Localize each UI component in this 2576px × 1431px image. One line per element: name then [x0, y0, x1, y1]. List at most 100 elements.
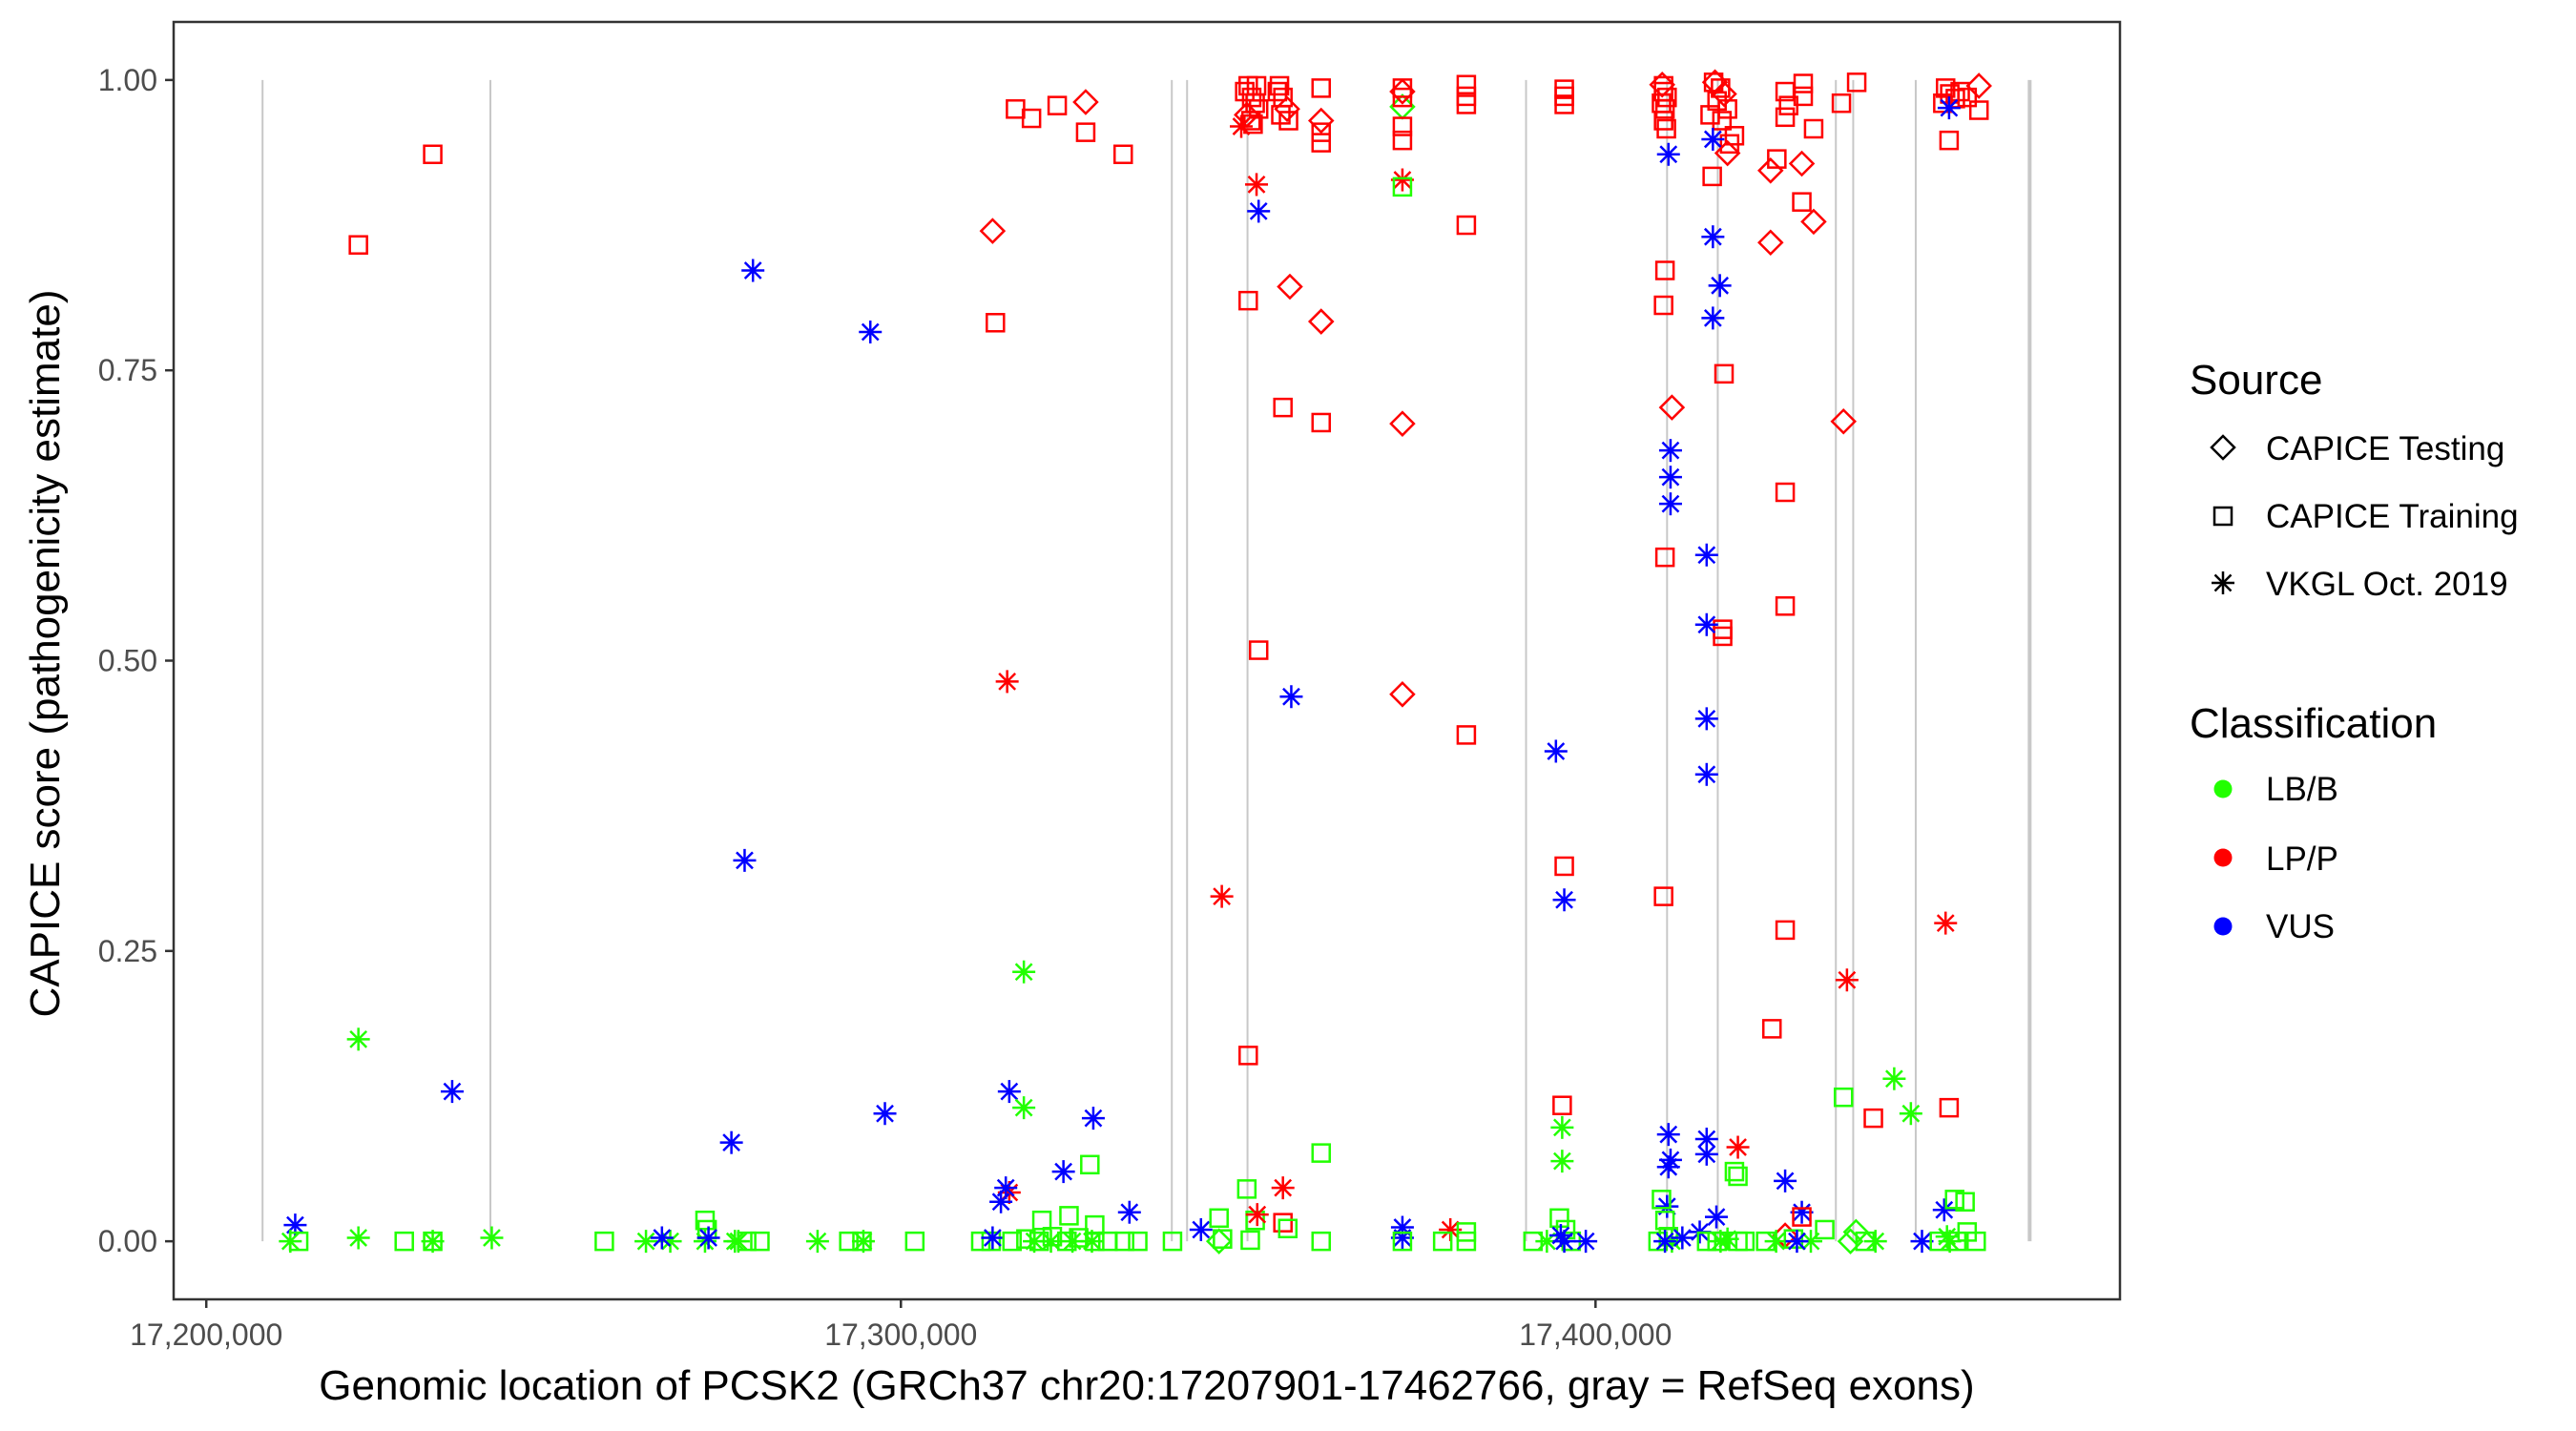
data-point-diamond [1711, 80, 1737, 108]
data-point-asterisk [1552, 888, 1576, 912]
data-point-square [1735, 1231, 1755, 1252]
data-point-asterisk [1726, 1135, 1750, 1159]
data-point-asterisk [1671, 1226, 1694, 1250]
data-point-diamond [1714, 139, 1741, 167]
data-point-asterisk [1658, 466, 1682, 489]
data-point-square [1728, 1166, 1748, 1187]
data-point-square [1702, 166, 1722, 187]
data-point-asterisk [997, 1080, 1021, 1104]
legend-label: CAPICE Testing [2266, 430, 2504, 467]
data-point-asterisk [1835, 968, 1859, 992]
data-point-square [1552, 1095, 1572, 1115]
data-point-asterisk [1709, 1230, 1733, 1254]
data-point-square [1761, 1019, 1782, 1039]
data-point-diamond [1757, 229, 1784, 257]
data-point-asterisk [421, 1230, 445, 1254]
data-point-square [1240, 1230, 1260, 1251]
x-tick-label: 17,300,000 [824, 1317, 977, 1352]
data-point-square [1792, 1207, 1812, 1227]
data-point-square [1719, 134, 1740, 155]
data-point-diamond [1389, 410, 1416, 437]
data-point-asterisk [346, 1027, 370, 1051]
data-point-square [1114, 1231, 1134, 1252]
data-point-square [1712, 111, 1733, 131]
data-point-asterisk [1694, 612, 1718, 636]
data-point-square [1241, 87, 1262, 108]
data-point-asterisk [1210, 884, 1234, 908]
data-point-asterisk [650, 1226, 674, 1250]
data-point-square [1863, 1108, 1883, 1129]
x-axis: 17,200,000 17,300,000 17,400,000 Genomic l… [130, 1299, 1975, 1409]
legend-classification-title: Classification [2190, 700, 2437, 747]
data-point-square [1944, 1190, 1964, 1210]
x-tick-label: 17,400,000 [1519, 1317, 1672, 1352]
data-point-asterisk [1061, 1230, 1085, 1254]
data-point-asterisk [1910, 1230, 1934, 1254]
legend-item-vus: VUS [2213, 908, 2335, 945]
data-point-asterisk [1245, 173, 1269, 197]
data-point-asterisk [1550, 1150, 1574, 1173]
data-point-square [1700, 105, 1720, 125]
data-point-square [1654, 547, 1675, 568]
data-point-diamond [1307, 308, 1335, 335]
data-point-square [1456, 1231, 1477, 1252]
square-icon [2212, 506, 2233, 527]
data-point-diamond [1757, 157, 1784, 184]
data-point-diamond [1830, 407, 1858, 435]
data-point-asterisk [1012, 960, 1036, 984]
data-point-square [1311, 78, 1331, 98]
data-point-square [1128, 1231, 1148, 1252]
data-point-square [1238, 1046, 1258, 1066]
data-point-asterisk [1701, 306, 1725, 330]
data-point-asterisk [1937, 96, 1961, 120]
y-axis-title: CAPICE score (pathogenicity estimate) [22, 290, 69, 1018]
data-point-asterisk [995, 670, 1019, 694]
data-point-square [1311, 122, 1331, 142]
data-point-square [1031, 1210, 1052, 1231]
data-point-square [1815, 1219, 1835, 1240]
data-point-asterisk [1882, 1067, 1906, 1090]
data-point-asterisk [859, 321, 883, 344]
data-point-asterisk [1658, 492, 1682, 516]
legend-item-capice-training: CAPICE Training [2212, 498, 2519, 535]
data-point-square [1240, 111, 1261, 131]
data-point-asterisk [994, 1176, 1018, 1200]
data-point-square [1653, 886, 1673, 906]
data-point-asterisk [1552, 1230, 1576, 1254]
data-point-square [1792, 192, 1812, 212]
data-point-square [1950, 81, 1970, 102]
data-point-square [1456, 74, 1477, 94]
legend-label: VUS [2266, 908, 2335, 945]
data-point-square [1059, 1206, 1079, 1226]
data-point-square [1846, 73, 1867, 93]
data-point-square [1793, 86, 1814, 107]
data-point-asterisk [1899, 1102, 1922, 1126]
data-point-square [1235, 81, 1255, 102]
data-point-square [750, 1231, 770, 1252]
data-point-square [981, 1231, 1002, 1252]
data-points [279, 69, 1992, 1255]
data-point-square [1278, 111, 1298, 131]
data-point-asterisk [1656, 142, 1680, 166]
legend-label: LB/B [2266, 771, 2338, 808]
data-point-square [1939, 1097, 1960, 1118]
data-point-square [1432, 1231, 1453, 1252]
y-tick-label: 0.00 [98, 1224, 157, 1258]
data-point-square [1456, 215, 1477, 236]
data-point-asterisk [1535, 1230, 1559, 1254]
data-point-diamond [1389, 681, 1416, 708]
data-point-diamond [1389, 78, 1416, 105]
data-point-square [1246, 75, 1267, 96]
data-point-asterisk [1247, 199, 1271, 223]
legend-item-vkgl: VKGL Oct. 2019 [2212, 566, 2508, 603]
legend-label: CAPICE Training [2266, 498, 2519, 535]
data-point-asterisk [1550, 1115, 1574, 1139]
data-point-square [1957, 87, 1978, 108]
data-point-square [594, 1231, 614, 1252]
data-point-diamond [1658, 394, 1686, 421]
data-point-square [1243, 114, 1263, 135]
data-point-asterisk [719, 1130, 743, 1154]
data-point-square [1311, 412, 1331, 433]
data-point-asterisk [723, 1230, 747, 1254]
data-point-asterisk [696, 1226, 720, 1250]
